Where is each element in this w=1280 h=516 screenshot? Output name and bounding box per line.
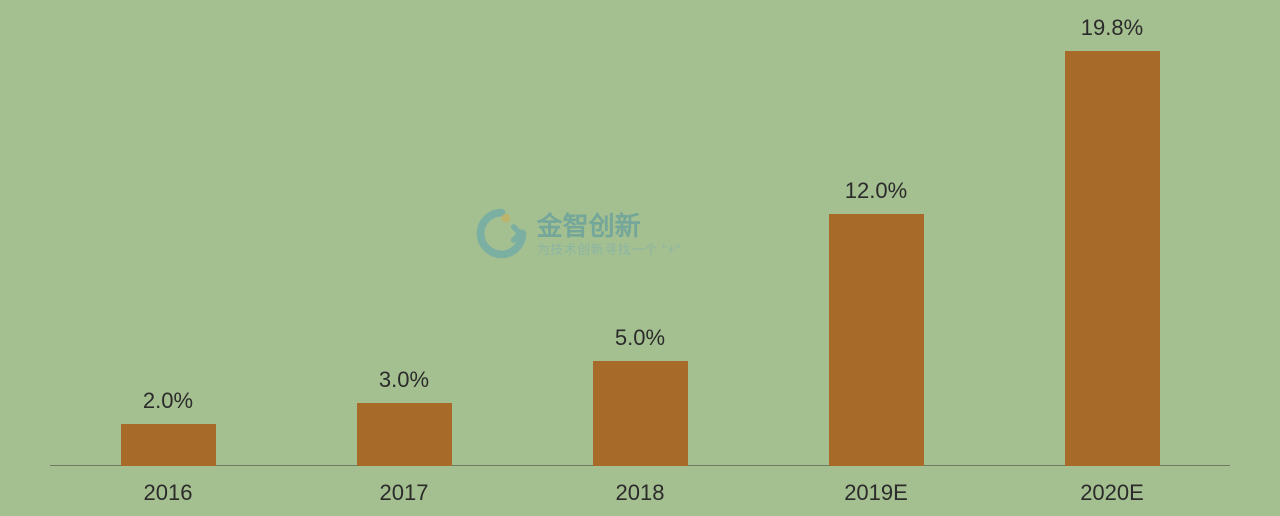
- bar-value-label: 5.0%: [540, 325, 740, 351]
- bar-value-label: 12.0%: [776, 178, 976, 204]
- bar: [1065, 51, 1160, 466]
- x-axis-label: 2017: [304, 480, 504, 506]
- bar-group: 12.0%2019E: [829, 214, 924, 466]
- bar-group: 2.0%2016: [121, 424, 216, 466]
- x-axis-label: 2016: [68, 480, 268, 506]
- x-axis-label: 2020E: [1012, 480, 1212, 506]
- bar-group: 5.0%2018: [593, 361, 688, 466]
- bar-group: 3.0%2017: [357, 403, 452, 466]
- bar-value-label: 3.0%: [304, 367, 504, 393]
- bar-group: 19.8%2020E: [1065, 51, 1160, 466]
- plot-area: 2.0%20163.0%20175.0%201812.0%2019E19.8%2…: [50, 15, 1230, 466]
- x-axis-label: 2018: [540, 480, 740, 506]
- bar-chart: 2.0%20163.0%20175.0%201812.0%2019E19.8%2…: [0, 0, 1280, 516]
- bar: [357, 403, 452, 466]
- bar: [593, 361, 688, 466]
- bar-value-label: 2.0%: [68, 388, 268, 414]
- x-axis-label: 2019E: [776, 480, 976, 506]
- bar: [121, 424, 216, 466]
- bar: [829, 214, 924, 466]
- bar-value-label: 19.8%: [1012, 15, 1212, 41]
